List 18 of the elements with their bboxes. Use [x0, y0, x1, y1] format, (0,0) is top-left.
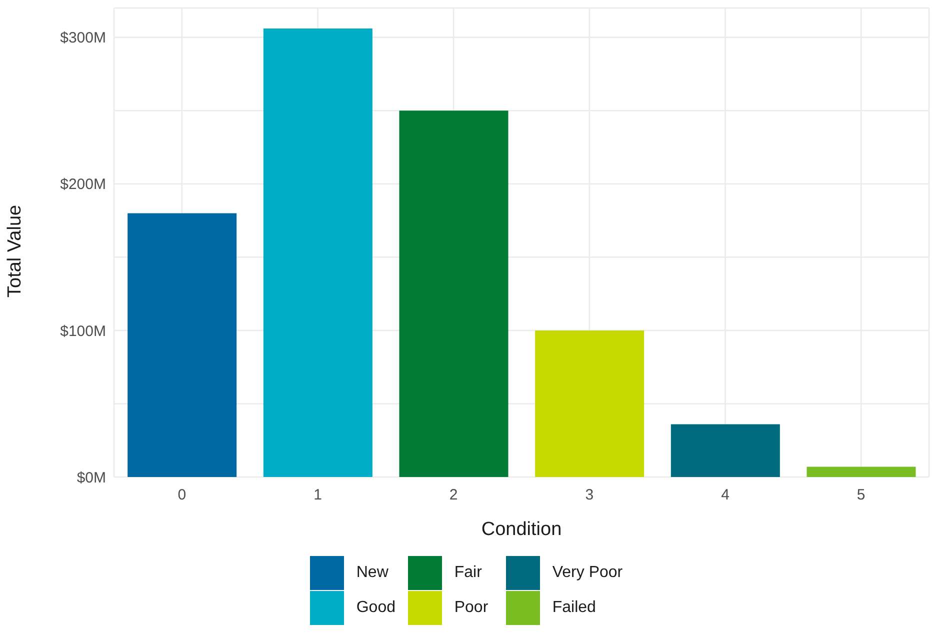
legend-label: Poor	[454, 598, 488, 616]
y-tick-label: $100M	[60, 322, 106, 340]
x-tick-label: 4	[721, 486, 730, 504]
legend-label: Failed	[552, 598, 596, 616]
x-axis-title: Condition	[481, 519, 562, 540]
y-tick-label: $200M	[60, 176, 106, 194]
legend-label: Very Poor	[552, 564, 623, 582]
x-tick-label: 2	[449, 486, 458, 504]
x-tick-label: 0	[178, 486, 186, 504]
y-tick-label: $0M	[76, 469, 106, 486]
x-tick-label: 1	[314, 486, 322, 504]
y-axis-title: Total Value	[4, 204, 26, 298]
y-tick-label: $300M	[60, 30, 106, 47]
legend-label: Good	[356, 598, 396, 616]
x-tick-label: 3	[585, 486, 594, 504]
x-tick-label: 5	[856, 486, 866, 504]
legend-label: New	[356, 564, 388, 582]
legend-label: Fair	[454, 564, 482, 582]
